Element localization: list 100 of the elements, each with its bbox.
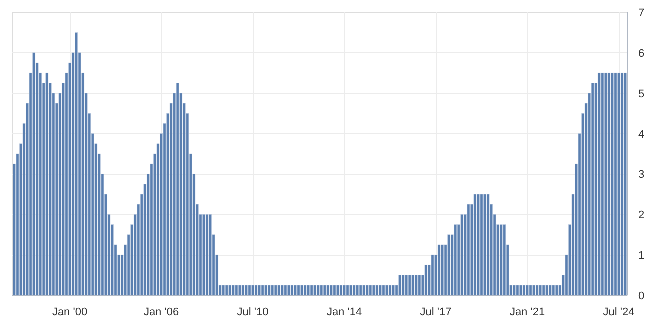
bar: [352, 285, 356, 296]
bar: [46, 72, 49, 296]
bar: [604, 72, 608, 296]
bar: [379, 285, 382, 296]
bar: [614, 72, 618, 296]
bar: [424, 265, 428, 296]
bar: [222, 285, 226, 296]
bar: [441, 244, 444, 296]
x-tick-label: Jan '00: [52, 306, 88, 318]
bar: [297, 285, 300, 296]
bar: [522, 285, 526, 296]
bar: [32, 52, 36, 296]
bar: [618, 72, 620, 296]
bar: [333, 285, 336, 296]
bar: [268, 285, 271, 296]
bar: [320, 285, 324, 296]
bar: [336, 285, 340, 296]
bar: [382, 285, 386, 296]
bar: [486, 194, 490, 296]
bar: [366, 285, 369, 296]
bar: [288, 285, 290, 296]
x-tick-label: Jul '10: [237, 306, 269, 318]
y-tick-label: 5: [638, 88, 645, 100]
bar: [532, 285, 536, 296]
bar: [310, 285, 314, 296]
bar: [546, 285, 549, 296]
y-tick-label: 2: [638, 210, 645, 222]
bar: [252, 285, 254, 296]
bar: [392, 285, 395, 296]
bar: [402, 275, 405, 296]
bar: [209, 214, 212, 296]
bar: [307, 285, 310, 296]
bar: [591, 83, 594, 296]
bar: [278, 285, 281, 296]
y-tick-label: 3: [638, 169, 645, 182]
y-tick-label: 4: [638, 128, 645, 141]
bar: [418, 275, 422, 296]
bar: [356, 285, 360, 296]
bar: [323, 285, 326, 296]
bar: [611, 72, 614, 296]
bar: [526, 285, 529, 296]
bar: [326, 285, 330, 296]
bar: [235, 285, 238, 296]
bar: [454, 224, 458, 296]
bar: [176, 83, 180, 296]
bar: [284, 285, 288, 296]
bar: [294, 285, 297, 296]
bar: [601, 72, 604, 296]
bar: [548, 285, 552, 296]
bar: [414, 275, 418, 296]
bar: [258, 285, 261, 296]
bar: [516, 285, 520, 296]
bar: [248, 285, 252, 296]
bar: [376, 285, 379, 296]
bar: [280, 285, 284, 296]
x-tick-label: Jul '24: [603, 306, 635, 318]
bar: [245, 285, 248, 296]
x-tick-label: Jan '06: [144, 306, 180, 318]
bar: [316, 285, 320, 296]
bar: [75, 32, 78, 296]
bar: [350, 285, 352, 296]
bar: [304, 285, 307, 296]
bar: [448, 234, 451, 296]
bar: [206, 214, 209, 296]
bar: [467, 204, 470, 296]
bar: [254, 285, 258, 296]
bar: [408, 275, 412, 296]
bar: [238, 285, 242, 296]
bar: [520, 285, 522, 296]
bar: [271, 285, 274, 296]
x-tick-label: Jul '17: [420, 306, 452, 318]
bar: [503, 224, 506, 296]
y-tick-label: 0: [638, 290, 645, 302]
bar: [608, 72, 611, 296]
bar: [359, 285, 362, 296]
bar: [500, 224, 503, 296]
bar: [362, 285, 366, 296]
y-tick-label: 1: [638, 250, 645, 262]
bar: [405, 275, 408, 296]
bar: [346, 285, 350, 296]
x-tick-label: Jan '21: [510, 306, 546, 318]
bar: [598, 72, 601, 296]
bar: [369, 285, 372, 296]
bar: [529, 285, 532, 296]
bar: [261, 285, 264, 296]
bar: [536, 285, 539, 296]
bar: [274, 285, 278, 296]
bar: [314, 285, 317, 296]
bar: [431, 254, 434, 296]
bar: [539, 285, 542, 296]
bar: [343, 285, 346, 296]
bar: [620, 72, 624, 296]
bar: [242, 285, 245, 296]
bar: [398, 275, 402, 296]
y-tick-label: 7: [638, 8, 645, 20]
bar: [412, 275, 415, 296]
bar: [330, 285, 333, 296]
bar: [388, 285, 392, 296]
bar: [477, 194, 480, 296]
bar: [225, 285, 228, 296]
